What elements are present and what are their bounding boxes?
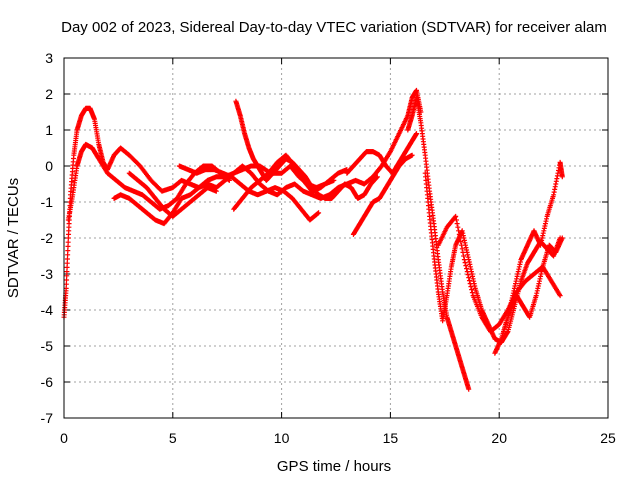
data-series [233,98,380,201]
plot-frame [63,57,609,419]
data-series [61,105,337,320]
data-point [409,152,415,158]
x-tick-label: 0 [60,430,68,446]
data-series [350,152,415,237]
x-axis-label: GPS time / hours [277,458,391,475]
y-tick-label: -5 [41,338,54,354]
chart-title: Day 002 of 2023, Sidereal Day-to-day VTE… [61,19,607,36]
x-tick-label: 15 [383,430,399,446]
data-point [466,275,472,281]
data-point [460,249,466,255]
data-point [458,239,464,245]
data-point [452,214,458,220]
data-point [63,281,69,287]
data-series [176,163,322,223]
data-series [501,235,565,335]
y-tick-label: 2 [45,86,53,102]
data-series [405,95,472,392]
y-tick-label: -4 [41,302,54,318]
data-point [414,131,420,137]
y-tick-label: 1 [45,122,53,138]
data-point [64,277,70,283]
data-point [458,242,464,248]
data-series [422,170,563,345]
x-tick-label: 20 [491,430,507,446]
data-point [461,257,467,263]
data-point [453,217,459,223]
data-point [64,260,70,266]
data-point [64,256,70,262]
data-series [231,152,350,212]
data-point [467,281,473,287]
data-point [462,260,468,266]
data-point [456,231,462,237]
data-point [316,210,322,216]
data-point [64,269,70,275]
data-point [64,264,70,270]
data-point [557,293,563,299]
data-point [453,213,459,219]
data-point [559,235,565,241]
x-tick-label: 5 [169,430,177,446]
data-point [464,266,470,272]
grid [64,58,608,418]
x-tick-label: 10 [274,430,290,446]
y-tick-label: -2 [41,230,54,246]
data-point [466,386,472,392]
data-point [456,228,462,234]
data-point [465,272,471,278]
data-point [64,273,70,279]
y-tick-label: 0 [45,158,53,174]
data-point [466,278,472,284]
data-point [463,263,469,269]
data-points [61,87,565,392]
data-point [65,243,71,249]
y-tick-label: -3 [41,266,54,282]
data-point [374,174,380,180]
data-point [559,174,565,180]
data-point [469,290,475,296]
y-tick-label: 3 [45,50,53,66]
data-series [344,131,420,176]
data-series [126,170,219,219]
data-point [468,284,474,290]
data-point [454,221,460,227]
data-point [469,287,475,293]
x-tick-label: 25 [600,430,616,446]
data-point [459,246,465,252]
y-tick-label: -1 [41,194,54,210]
data-point [65,239,71,245]
data-series [111,87,424,227]
data-series [492,159,565,356]
data-point [213,188,219,194]
data-point [461,253,467,259]
data-point [65,252,71,258]
data-point [65,248,71,254]
data-point [457,235,463,241]
y-tick-label: -6 [41,374,54,390]
data-point [464,269,470,275]
y-axis-label: SDTVAR / TECUs [5,178,22,298]
data-point [455,224,461,230]
data-point [63,285,69,291]
y-tick-label: -7 [41,410,54,426]
axis-ticks: 0 5 10 15 20 25 -7 -6 -5 -4 -3 -2 -1 0 1 2 3 [41,50,616,446]
